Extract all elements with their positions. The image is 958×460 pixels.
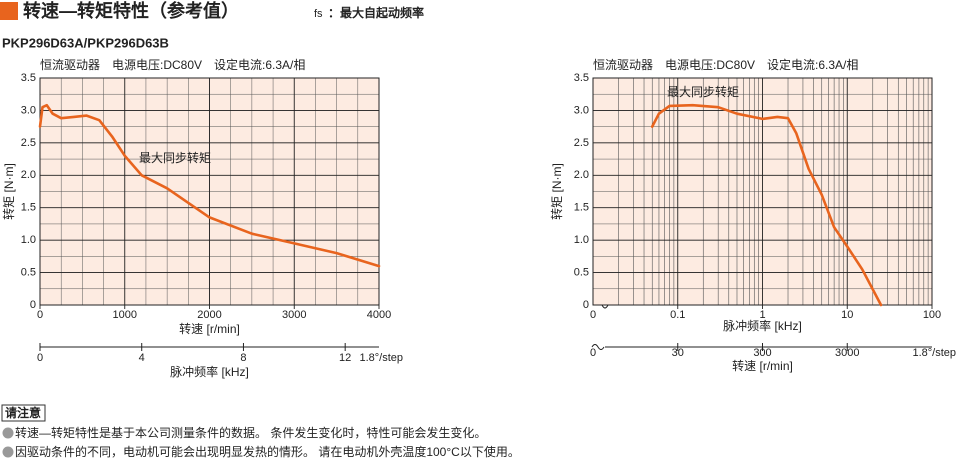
y-tick-label: 0.5 bbox=[574, 266, 589, 278]
title: 转速—转矩特性（参考值） bbox=[23, 0, 239, 21]
subtitle: 恒流驱动器 电源电压:DC80V 设定电流:6.3A/相 bbox=[40, 57, 305, 72]
secondary-tick-label: 4 bbox=[139, 352, 145, 364]
x-tick-label: 3000 bbox=[282, 309, 306, 321]
fs-symbol: fs bbox=[314, 8, 323, 20]
x-axis-title: 脉冲频率 [kHz] bbox=[723, 318, 802, 333]
title-marker bbox=[0, 2, 18, 20]
y-tick-label: 0.5 bbox=[21, 266, 36, 278]
secondary-axis-title: 脉冲频率 [kHz] bbox=[170, 364, 249, 379]
secondary-tick-label: 3000 bbox=[835, 347, 859, 359]
subtitle: 恒流驱动器 电源电压:DC80V 设定电流:6.3A/相 bbox=[593, 57, 858, 72]
y-tick-label: 3.0 bbox=[574, 104, 589, 116]
note: 转速—转矩特性是基于本公司测量条件的数据。 条件发生变化时，特性可能会发生变化。 bbox=[15, 425, 486, 440]
fs-note: ：最大自起动频率 bbox=[328, 5, 424, 20]
x-tick-label: 0.1 bbox=[670, 309, 685, 321]
x-tick-label: 4000 bbox=[367, 309, 391, 321]
y-tick-label: 2.0 bbox=[21, 169, 36, 181]
y-tick-label: 1.0 bbox=[574, 234, 589, 246]
y-tick-label: 2.0 bbox=[574, 169, 589, 181]
secondary-tick-label: 300 bbox=[753, 347, 771, 359]
y-tick-label: 1.5 bbox=[21, 202, 36, 214]
secondary-step-label: 1.8°/step bbox=[912, 347, 956, 359]
y-tick-label: 3.5 bbox=[21, 72, 36, 84]
secondary-tick-label: 12 bbox=[339, 352, 351, 364]
note: 因驱动条件的不同，电动机可能会出现明显发热的情形。 请在电动机外壳温度100°C… bbox=[15, 444, 520, 459]
secondary-axis-title: 转速 [r/min] bbox=[732, 358, 793, 373]
y-tick-label: 1.0 bbox=[21, 234, 36, 246]
annotation: 最大同步转矩 bbox=[667, 84, 739, 99]
x-tick-label: 1 bbox=[759, 309, 765, 321]
y-tick-label: 3.0 bbox=[21, 104, 36, 116]
secondary-tick-label: 30 bbox=[672, 347, 684, 359]
x-tick-label: 0 bbox=[37, 309, 43, 321]
y-tick-label: 1.5 bbox=[574, 202, 589, 214]
secondary-step-label: 1.8°/step bbox=[359, 352, 403, 364]
y-axis-title: 转矩 [N·m] bbox=[1, 163, 16, 220]
y-tick-label: 3.5 bbox=[574, 72, 589, 84]
axis-break bbox=[591, 344, 605, 350]
x-tick-label: 2000 bbox=[197, 309, 221, 321]
x-tick-label: 0 bbox=[590, 309, 596, 321]
y-tick-label: 0 bbox=[583, 299, 589, 311]
secondary-tick-label: 8 bbox=[240, 352, 246, 364]
model: PKP296D63A/PKP296D63B bbox=[2, 35, 169, 50]
bullet bbox=[2, 427, 14, 439]
x-axis-title: 转速 [r/min] bbox=[179, 321, 240, 336]
y-tick-label: 2.5 bbox=[574, 137, 589, 149]
x-tick-label: 1000 bbox=[113, 309, 137, 321]
annotation: 最大同步转矩 bbox=[139, 150, 211, 165]
plot-frame bbox=[592, 77, 933, 306]
bullet bbox=[2, 446, 14, 458]
y-tick-label: 0 bbox=[30, 299, 36, 311]
secondary-tick-label: 0 bbox=[37, 352, 43, 364]
y-tick-label: 2.5 bbox=[21, 137, 36, 149]
torque-curve bbox=[650, 103, 883, 307]
secondary-tick-label: 0 bbox=[590, 347, 596, 359]
notes-heading: 请注意 bbox=[5, 405, 41, 420]
plot-frame bbox=[39, 77, 380, 306]
x-tick-label: 100 bbox=[923, 309, 941, 321]
x-tick-label: 10 bbox=[841, 309, 853, 321]
y-axis-title: 转矩 [N·m] bbox=[549, 163, 564, 220]
torque-curve bbox=[38, 103, 381, 268]
notes-box bbox=[1, 404, 46, 422]
